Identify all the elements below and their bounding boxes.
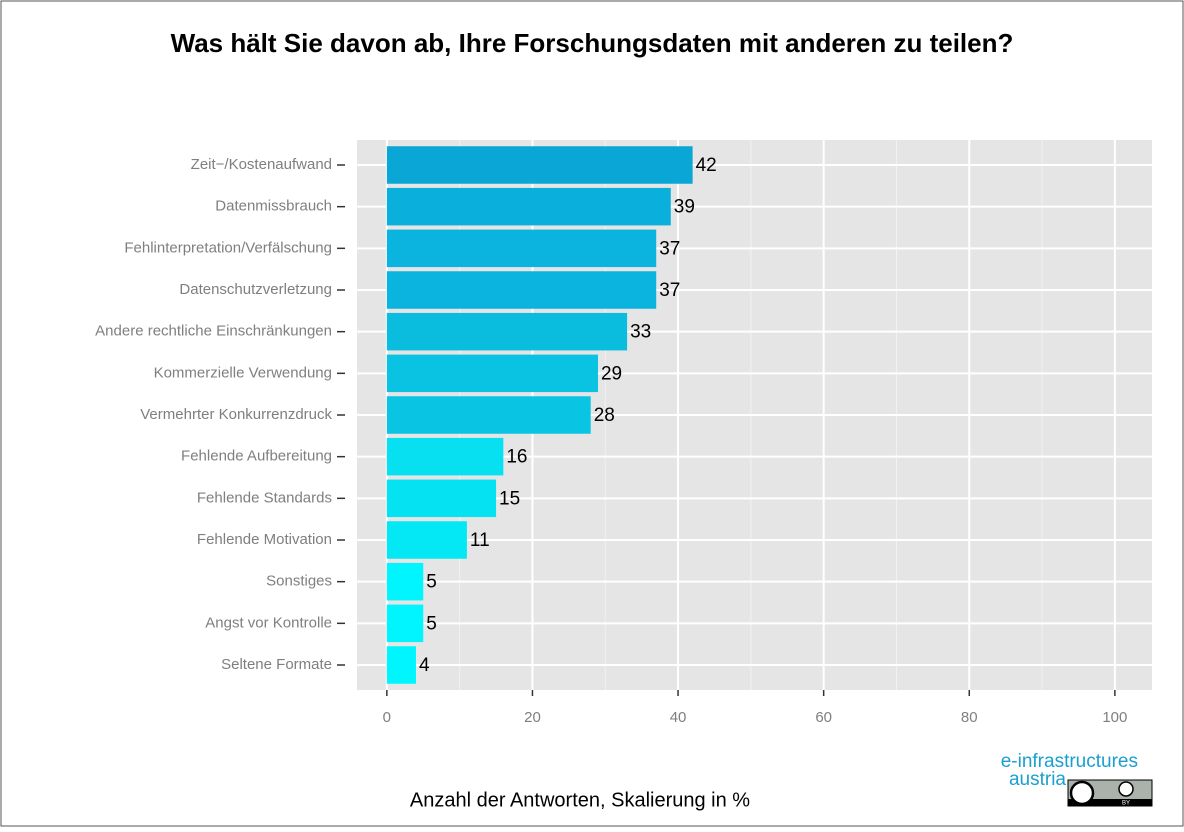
value-label: 39 <box>674 197 695 218</box>
bar <box>386 604 424 643</box>
y-tick-label: Vermehrter Konkurrenzdruck <box>140 406 332 423</box>
y-tick-label: Zeit−/Kostenaufwand <box>191 156 332 173</box>
logo-text: austria <box>1009 769 1066 790</box>
value-label: 5 <box>426 572 437 593</box>
value-label: 4 <box>419 655 430 676</box>
x-tick-label: 80 <box>961 709 978 726</box>
bar <box>386 437 504 476</box>
x-tick-label: 100 <box>1102 709 1127 726</box>
value-label: 5 <box>426 613 437 634</box>
bar <box>386 521 467 559</box>
logo-text: e-infrastructures <box>1001 751 1138 772</box>
bar <box>386 229 657 268</box>
y-tick-label: Datenmissbrauch <box>215 198 332 215</box>
bar <box>386 646 416 684</box>
bar <box>386 146 693 184</box>
bar <box>386 354 598 393</box>
y-tick-label: Angst vor Kontrolle <box>205 614 332 631</box>
y-tick-label: Fehlende Aufbereitung <box>181 448 332 465</box>
bar <box>386 479 497 518</box>
license-label: BY <box>1122 801 1130 807</box>
y-tick-label: Kommerzielle Verwendung <box>154 364 332 381</box>
y-tick-label: Seltene Formate <box>221 656 332 673</box>
value-label: 42 <box>696 155 717 176</box>
x-tick-label: 40 <box>670 709 687 726</box>
value-label: 33 <box>630 322 651 343</box>
value-label: 37 <box>659 238 680 259</box>
value-label: 37 <box>659 280 680 301</box>
cc-badge: BY <box>1067 779 1153 807</box>
value-label: 15 <box>499 488 520 509</box>
value-label: 28 <box>594 405 615 426</box>
y-tick-label: Fehlende Motivation <box>197 531 332 548</box>
bar <box>386 312 628 351</box>
y-tick-label: Fehlinterpretation/Verfälschung <box>124 239 332 256</box>
bar <box>386 187 671 226</box>
chart-title: Was hält Sie davon ab, Ihre Forschungsda… <box>171 28 1014 58</box>
y-tick-label: Datenschutzverletzung <box>179 281 332 298</box>
y-tick-label: Sonstiges <box>266 573 332 590</box>
x-tick-label: 60 <box>815 709 832 726</box>
y-tick-label: Fehlende Standards <box>197 489 332 506</box>
bar <box>386 271 657 309</box>
x-tick-label: 20 <box>524 709 541 726</box>
x-axis-label: Anzahl der Antworten, Skalierung in % <box>410 789 750 811</box>
bar <box>386 396 591 434</box>
y-tick-label: Andere rechtliche Einschränkungen <box>95 323 332 340</box>
value-label: 11 <box>470 530 490 551</box>
value-label: 29 <box>601 363 622 384</box>
x-tick-label: 0 <box>383 709 391 726</box>
value-label: 16 <box>506 447 527 468</box>
bar <box>386 562 424 601</box>
